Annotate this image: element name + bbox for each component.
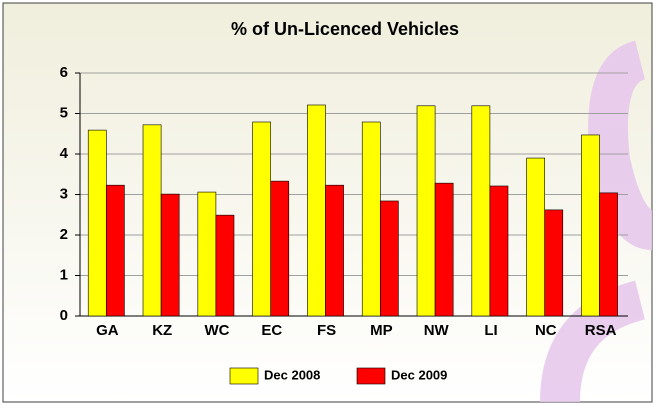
y-tick-label: 2 — [60, 226, 68, 243]
bar — [271, 181, 289, 316]
bar — [88, 130, 106, 316]
bar — [253, 122, 271, 316]
x-tick-label: RSA — [585, 322, 617, 339]
bar — [362, 122, 380, 316]
x-tick-label: GA — [96, 322, 119, 339]
y-tick-label: 5 — [60, 104, 68, 121]
chart-title: % of Un-Licenced Vehicles — [231, 19, 459, 39]
x-tick-label: EC — [261, 322, 282, 339]
bar — [216, 215, 234, 316]
bar — [307, 105, 325, 316]
x-tick-label: LI — [484, 322, 497, 339]
legend-swatch — [230, 368, 258, 384]
bar — [417, 106, 435, 316]
bar — [435, 183, 453, 316]
bar — [527, 158, 545, 316]
y-tick-label: 0 — [60, 307, 68, 324]
bar — [581, 135, 599, 316]
x-tick-label: MP — [370, 322, 393, 339]
bar — [600, 193, 618, 316]
y-tick-label: 1 — [60, 266, 68, 283]
y-tick-label: 3 — [60, 185, 68, 202]
bar — [326, 185, 344, 316]
bar — [472, 106, 490, 316]
bar — [106, 185, 124, 316]
bar — [143, 125, 161, 316]
bar — [161, 194, 179, 316]
bar — [490, 186, 508, 316]
y-tick-label: 4 — [60, 145, 69, 162]
x-tick-label: NW — [424, 322, 450, 339]
bar — [545, 210, 563, 316]
legend-swatch — [357, 368, 385, 384]
bar — [380, 201, 398, 316]
x-tick-label: FS — [317, 322, 336, 339]
legend-label: Dec 2008 — [264, 367, 320, 382]
chart: % of Un-Licenced Vehicles 0 1 2 3 4 5 6 GA KZ WC E… — [0, 0, 656, 406]
bar — [198, 192, 216, 316]
x-tick-label: NC — [535, 322, 557, 339]
x-tick-label: WC — [205, 322, 230, 339]
legend-label: Dec 2009 — [391, 367, 447, 382]
x-tick-label: KZ — [152, 322, 172, 339]
y-tick-label: 6 — [60, 64, 68, 81]
